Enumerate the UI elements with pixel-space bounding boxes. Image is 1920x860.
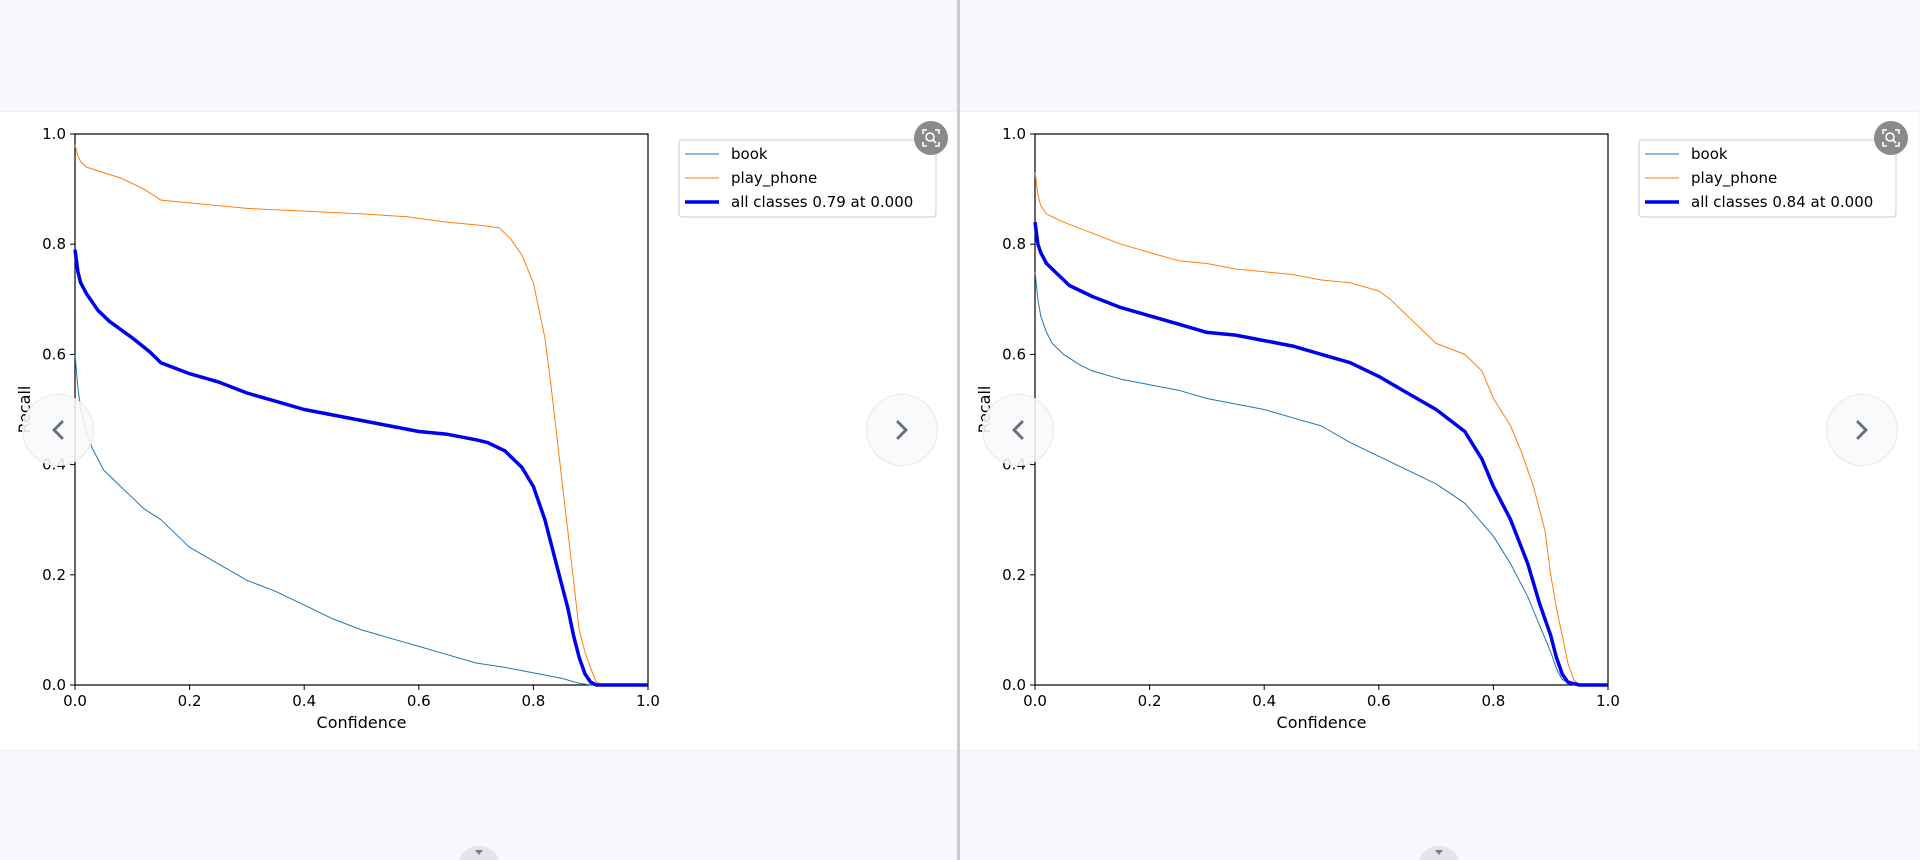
- x-tick-label: 0.0: [1023, 692, 1047, 710]
- caret-down-icon: [1435, 850, 1443, 855]
- series-line-2: [73, 249, 648, 687]
- recall-confidence-chart: 0.00.20.40.60.81.00.00.20.40.60.81.0Conf…: [15, 125, 937, 732]
- next-image-button[interactable]: [866, 394, 938, 466]
- plot-area: [74, 133, 649, 686]
- zoom-reset-icon: [922, 129, 940, 147]
- image-card: 0.00.20.40.60.81.00.00.20.40.60.81.0Conf…: [0, 111, 958, 751]
- next-image-button[interactable]: [1826, 394, 1898, 466]
- series-line-1: [1034, 172, 1608, 686]
- pane-divider[interactable]: [957, 0, 960, 860]
- legend-label: book: [731, 145, 768, 163]
- recall-confidence-chart: 0.00.20.40.60.81.00.00.20.40.60.81.0Conf…: [975, 125, 1897, 732]
- x-tick-label: 0.0: [63, 692, 87, 710]
- collapse-toggle[interactable]: [458, 846, 500, 860]
- series-line-0: [74, 354, 648, 686]
- legend-box: [1638, 139, 1897, 218]
- image-card: 0.00.20.40.60.81.00.00.20.40.60.81.0Conf…: [960, 111, 1918, 751]
- y-tick-label: 0.0: [42, 676, 66, 694]
- x-axis-label: Confidence: [317, 713, 407, 732]
- chevron-left-icon: [52, 420, 64, 440]
- y-tick-label: 0.6: [42, 345, 66, 363]
- y-tick-label: 0.6: [1002, 345, 1026, 363]
- x-tick-label: 1.0: [636, 692, 660, 710]
- x-tick-label: 1.0: [1596, 692, 1620, 710]
- x-tick-label: 0.2: [1138, 692, 1162, 710]
- chevron-left-icon: [1012, 420, 1024, 440]
- zoom-reset-button[interactable]: [1874, 121, 1908, 155]
- legend-label: all classes 0.84 at 0.000: [1691, 193, 1873, 211]
- zoom-reset-icon: [1882, 129, 1900, 147]
- image-viewer-pane-right: 0.00.20.40.60.81.00.00.20.40.60.81.0Conf…: [960, 0, 1918, 860]
- x-tick-label: 0.6: [407, 692, 431, 710]
- legend-label: play_phone: [731, 169, 817, 188]
- y-tick-label: 1.0: [1002, 125, 1026, 143]
- legend-box: [678, 139, 937, 218]
- x-tick-label: 0.8: [1481, 692, 1505, 710]
- y-tick-label: 1.0: [42, 125, 66, 143]
- caret-down-icon: [475, 850, 483, 855]
- x-tick-label: 0.4: [292, 692, 316, 710]
- legend-label: book: [1691, 145, 1728, 163]
- legend-label: play_phone: [1691, 169, 1777, 188]
- x-axis-label: Confidence: [1277, 713, 1367, 732]
- previous-image-button[interactable]: [982, 394, 1054, 466]
- legend-label: all classes 0.79 at 0.000: [731, 193, 913, 211]
- x-tick-label: 0.4: [1252, 692, 1276, 710]
- collapse-toggle[interactable]: [1418, 846, 1460, 860]
- x-tick-label: 0.6: [1367, 692, 1391, 710]
- y-tick-label: 0.0: [1002, 676, 1026, 694]
- x-tick-label: 0.8: [521, 692, 545, 710]
- zoom-reset-button[interactable]: [914, 121, 948, 155]
- series-line-1: [74, 144, 648, 686]
- y-tick-label: 0.8: [42, 235, 66, 253]
- chevron-right-icon: [896, 420, 908, 440]
- plot-area: [1034, 133, 1609, 686]
- series-line-0: [1034, 271, 1608, 686]
- y-tick-label: 0.2: [42, 566, 66, 584]
- series-line-2: [1033, 221, 1608, 687]
- chevron-right-icon: [1856, 420, 1868, 440]
- image-viewer-pane-left: 0.00.20.40.60.81.00.00.20.40.60.81.0Conf…: [0, 0, 958, 860]
- x-tick-label: 0.2: [178, 692, 202, 710]
- y-tick-label: 0.2: [1002, 566, 1026, 584]
- y-tick-label: 0.8: [1002, 235, 1026, 253]
- previous-image-button[interactable]: [22, 394, 94, 466]
